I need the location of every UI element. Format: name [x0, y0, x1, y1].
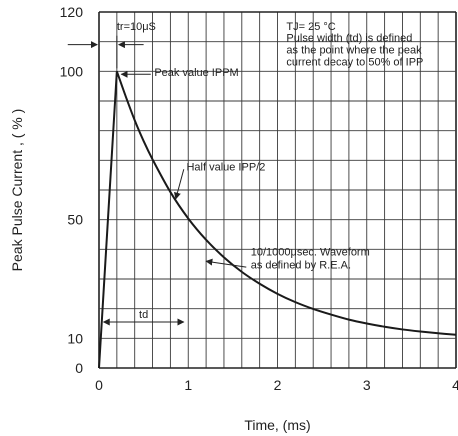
pulse-width-definition-line-1: Pulse width (td) is defined	[286, 33, 412, 45]
y-tick-label: 10	[67, 330, 83, 346]
half-value-arrow	[174, 169, 185, 200]
y-tick-label: 120	[60, 4, 84, 20]
x-tick-label: 2	[274, 377, 282, 393]
rise-time-label: tr=10μS	[117, 21, 156, 33]
peak-value-label: Peak value IPPM	[154, 67, 238, 79]
y-tick-label: 50	[67, 212, 83, 228]
x-tick-labels: 0 1 2 3 4	[95, 377, 458, 393]
x-tick-label: 0	[95, 377, 103, 393]
x-tick-label: 4	[452, 377, 458, 393]
waveform-series-line	[98, 70, 457, 369]
grid	[98, 11, 457, 369]
waveform-note-line-2: as defined by R.E.A.	[251, 260, 351, 272]
waveform-note-arrow	[205, 258, 247, 268]
half-value-label: Half value IPP/2	[186, 162, 265, 174]
y-tick-label: 0	[75, 360, 83, 376]
pulse-width-definition-line-3: current decay to 50% of IPP	[286, 56, 423, 68]
annotation-arrows	[67, 35, 247, 326]
waveform-note-line-1: 10/1000μsec. Waveform	[251, 246, 370, 258]
pulse-width-definition-line-2: as the point where the peak	[286, 45, 422, 57]
y-tick-label: 100	[60, 63, 84, 79]
x-axis-title: Time, (ms)	[244, 417, 310, 433]
x-tick-label: 3	[363, 377, 371, 393]
junction-temperature-label: TJ= 25 °C	[286, 21, 335, 33]
y-axis-title: Peak Pulse Current , ( % )	[9, 109, 25, 272]
pulse-width-td-label: td	[139, 309, 148, 321]
y-tick-labels: 0 10 50 100 120	[60, 4, 84, 376]
x-tick-label: 1	[184, 377, 192, 393]
